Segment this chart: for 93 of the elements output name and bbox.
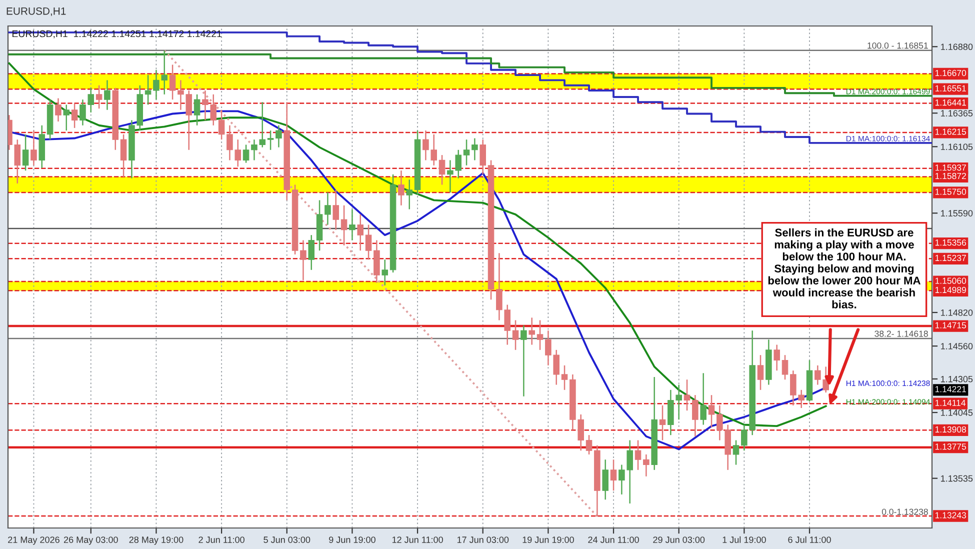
candlestick <box>96 84 102 110</box>
candlestick <box>63 104 70 132</box>
candlestick <box>308 234 315 271</box>
candlestick <box>365 224 372 260</box>
candlestick <box>692 394 698 437</box>
ref-line-label: 1.15750 <box>935 188 966 195</box>
candlestick <box>438 154 446 186</box>
candlestick <box>732 440 740 466</box>
x-tick-label: 2 Jun 11:00 <box>198 536 244 543</box>
candlestick <box>774 344 780 372</box>
candlestick <box>398 170 404 206</box>
x-tick-label: 28 May 19:00 <box>129 536 184 545</box>
candlestick <box>300 240 306 281</box>
candlestick <box>520 324 527 397</box>
x-tick-label: 9 Jun 19:00 <box>329 536 376 543</box>
ref-line-label: 1.14715 <box>935 322 966 328</box>
candlestick <box>463 138 470 166</box>
candlestick <box>324 192 331 226</box>
ref-line-label: 1.15937 <box>935 164 966 171</box>
candlestick <box>610 458 617 492</box>
annotation: Sellers in the EURUSD are making a play with a move below the 100 hour MA. Staying below and moving below the lower 200 hour MA would increase the bearish bias. <box>768 228 920 308</box>
y-tick-label: 1.16880 <box>941 44 973 50</box>
ref-line-label: 1.16441 <box>935 99 966 106</box>
candlestick <box>218 109 225 140</box>
candlestick <box>561 364 568 391</box>
candlestick <box>104 80 110 111</box>
y-tick-label: 1.13535 <box>941 475 973 482</box>
candlestick <box>71 102 78 129</box>
candlestick <box>120 134 127 178</box>
y-tick-label: 1.15590 <box>941 210 973 216</box>
candlestick <box>782 354 788 380</box>
ref-line-label: 1.14114 <box>935 400 966 406</box>
candlestick <box>169 64 176 100</box>
candlestick <box>242 144 250 164</box>
candlestick <box>194 94 200 126</box>
ref-line-label: 1.16215 <box>935 128 966 135</box>
candlestick <box>536 320 544 351</box>
x-tick-label: 6 Jul 11:00 <box>788 536 831 543</box>
candlestick <box>602 458 608 500</box>
x-tick-label: 24 Jun 11:00 <box>588 536 639 543</box>
annotation: 100.0 - 1.16851 <box>868 42 928 49</box>
x-tick-label: 26 May 03:00 <box>64 536 118 545</box>
ref-line-label: 1.16551 <box>935 85 966 92</box>
candlestick <box>55 98 62 122</box>
candlestick <box>586 434 592 456</box>
candlestick <box>357 214 364 252</box>
candlestick <box>406 178 413 210</box>
candlestick <box>144 74 152 106</box>
ref-line-label: 1.13908 <box>935 426 966 433</box>
candlestick <box>643 454 650 478</box>
candlestick <box>267 130 274 151</box>
candlestick <box>332 189 340 231</box>
annotation: 38.2- 1.14618 <box>874 330 928 337</box>
candlestick <box>700 372 706 426</box>
x-tick-label: 12 Jun 11:00 <box>392 536 443 543</box>
ref-line-label: 1.13775 <box>935 443 966 450</box>
candlestick <box>22 134 29 172</box>
candlestick <box>276 124 282 148</box>
candlestick <box>349 208 356 241</box>
x-tick-label: 1 Jul 19:00 <box>722 536 766 543</box>
candlestick <box>340 204 348 246</box>
ref-line-label: 1.13243 <box>935 512 966 518</box>
text: 1.14221 <box>935 386 966 392</box>
x-tick-label: 17 Jun 03:00 <box>457 536 509 543</box>
ref-line-label: 1.15356 <box>935 239 966 246</box>
y-tick-label: 1.14045 <box>941 409 973 416</box>
y-tick-label: 1.16365 <box>941 110 973 116</box>
candlestick <box>708 394 715 428</box>
candlestick <box>382 258 388 286</box>
y-tick-label: 1.14820 <box>941 309 973 316</box>
candlestick <box>659 404 666 441</box>
ref-line-label: 1.16670 <box>935 70 966 76</box>
candlestick <box>528 317 535 346</box>
ref-line-label: 1.15872 <box>935 172 966 180</box>
candlestick <box>472 138 478 161</box>
candlestick <box>757 354 764 391</box>
ref-line-label: 1.15237 <box>935 254 966 262</box>
ref-line-label: 1.14989 <box>935 286 966 294</box>
y-tick-label: 1.16105 <box>941 144 973 150</box>
annotation: 0.0-1.13238 <box>882 508 928 515</box>
y-tick-label: 1.14560 <box>941 343 973 350</box>
x-tick-label: 21 May 2026 <box>8 536 60 545</box>
x-tick-label: 19 Jun 19:00 <box>522 536 574 543</box>
candlestick <box>684 378 690 412</box>
x-tick-label: 5 Jun 03:00 <box>264 536 310 543</box>
candlestick <box>634 440 642 471</box>
ref-line-label: 1.15060 <box>935 278 966 284</box>
candlestick <box>512 320 519 351</box>
chart-title: EURUSD,H1 <box>6 7 66 16</box>
x-tick-label: 29 Jun 03:00 <box>653 536 705 543</box>
candlestick <box>480 138 486 176</box>
y-tick-label: 1.14305 <box>941 376 973 382</box>
candlestick <box>30 130 37 166</box>
